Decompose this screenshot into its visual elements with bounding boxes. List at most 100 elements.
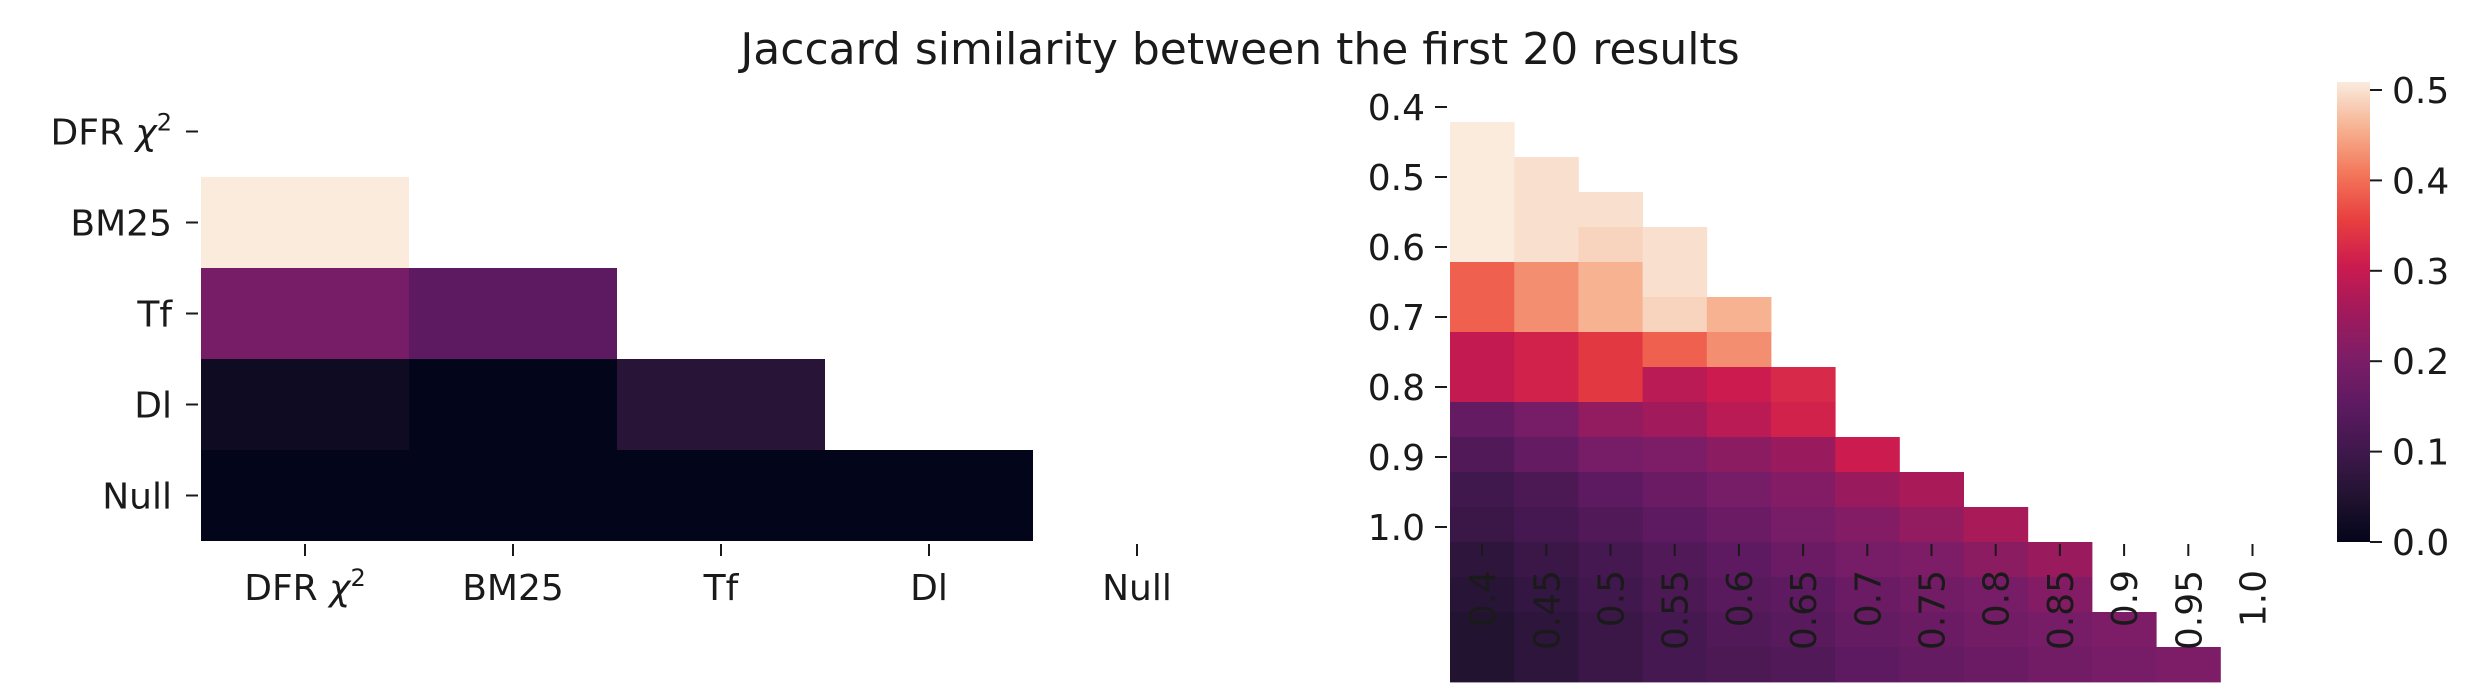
heatmap-cell <box>1450 157 1515 193</box>
heatmap-cell <box>1642 227 1708 263</box>
x-tick-label: 0.65 <box>1784 570 1825 650</box>
x-tick-label: 0.45 <box>1527 570 1568 650</box>
chart-title: Jaccard similarity between the first 20 … <box>737 24 1739 75</box>
y-tick-label: 0.9 <box>1368 438 1425 479</box>
heatmap-cell <box>1706 437 1772 473</box>
colorbar-tick-label: 0.2 <box>2392 342 2449 383</box>
heatmap-cell <box>1963 507 2029 543</box>
heatmap-cell <box>409 359 617 450</box>
heatmap-cell <box>1771 472 1836 508</box>
heatmap-cell <box>1514 157 1579 193</box>
heatmap-cell <box>1642 577 1708 613</box>
heatmap-cell <box>1642 437 1708 473</box>
heatmap-cell <box>825 450 1033 541</box>
heatmap-cell <box>1450 367 1515 403</box>
colorbar-tick-label: 0.3 <box>2392 252 2449 293</box>
heatmap-cell <box>1835 647 1900 683</box>
heatmap-cell <box>409 450 617 541</box>
x-tick-label: 0.6 <box>1720 570 1761 627</box>
heatmap-cell <box>1771 507 1836 543</box>
heatmap-cell <box>201 177 409 268</box>
y-tick-label: Tf <box>136 295 173 336</box>
x-tick-label: 0.5 <box>1592 570 1633 627</box>
heatmap-cell <box>1450 612 1515 648</box>
x-tick-label: 0.55 <box>1656 570 1697 650</box>
heatmap-cell <box>1514 402 1579 438</box>
heatmap-cell <box>1899 612 1964 648</box>
heatmap-cell <box>1578 262 1643 298</box>
heatmap-cell <box>1835 437 1900 473</box>
heatmap-cell <box>1514 297 1579 333</box>
heatmap-cell <box>1450 647 1515 683</box>
heatmap-cell <box>1706 332 1772 368</box>
heatmap-cell <box>1642 297 1708 333</box>
colorbar-tick-label: 0.0 <box>2392 523 2449 564</box>
heatmap-cell <box>1450 402 1515 438</box>
heatmap-cell <box>1899 507 1964 543</box>
heatmap-cell <box>2156 647 2221 683</box>
heatmap-cell <box>2092 647 2157 683</box>
heatmap-cell <box>1899 647 1964 683</box>
heatmap-cell <box>617 359 825 450</box>
heatmap-cell <box>1771 612 1836 648</box>
heatmap-cell <box>1578 612 1643 648</box>
x-tick-label: 1.0 <box>2234 570 2275 627</box>
heatmap-cell <box>1642 612 1708 648</box>
heatmap-cell <box>1514 472 1579 508</box>
heatmap-cell <box>1514 437 1579 473</box>
y-tick-label: 0.5 <box>1368 158 1425 199</box>
heatmap-cell <box>1963 612 2029 648</box>
heatmap-cell <box>1514 192 1579 228</box>
heatmap-cell <box>1642 647 1708 683</box>
heatmap-cell <box>1578 402 1643 438</box>
heatmap-cell <box>1514 367 1579 403</box>
heatmap-cell <box>409 268 617 359</box>
heatmap-cell <box>1578 577 1643 613</box>
heatmap-cell <box>1450 472 1515 508</box>
heatmap-cell <box>1578 647 1643 683</box>
heatmap-cell <box>1450 227 1515 263</box>
heatmap-cell <box>1835 472 1900 508</box>
heatmap-cell <box>1578 367 1643 403</box>
x-tick-label: 0.95 <box>2169 570 2210 650</box>
heatmap-cell <box>201 268 409 359</box>
heatmap-cell <box>1642 367 1708 403</box>
x-tick-label: DFR χ2 <box>244 564 365 609</box>
heatmap-cell <box>1899 577 1964 613</box>
heatmap-cell <box>201 359 409 450</box>
heatmap-cell <box>1578 297 1643 333</box>
heatmap-cell <box>1578 472 1643 508</box>
heatmap-cell <box>1706 367 1772 403</box>
heatmap-cell <box>1450 437 1515 473</box>
heatmap-cell <box>1450 262 1515 298</box>
heatmap-cell <box>1450 122 1515 158</box>
heatmap-cell <box>1899 472 1964 508</box>
heatmap-cell <box>1835 612 1900 648</box>
y-tick-label: 1.0 <box>1368 508 1425 549</box>
heatmap-cell <box>1963 647 2029 683</box>
x-tick-label: 0.85 <box>2041 570 2082 650</box>
heatmap-cell <box>1706 612 1772 648</box>
y-tick-label: Null <box>102 477 172 518</box>
y-tick-label: BM25 <box>70 204 172 245</box>
x-tick-label: 0.75 <box>1913 570 1954 650</box>
heatmap-cell <box>1963 577 2029 613</box>
colorbar-tick-label: 0.1 <box>2392 433 2449 474</box>
heatmap-cell <box>2027 577 2093 613</box>
heatmap-cell <box>1514 577 1579 613</box>
right-heatmap: 0.4 0.45 0.5 0.55 0.6 0.65 0.7 0.75 0.8 0.85 0.9 0.… <box>1368 88 2275 683</box>
heatmap-cell <box>1450 332 1515 368</box>
heatmap-cell <box>1706 577 1772 613</box>
x-tick-label: 0.7 <box>1848 570 1889 627</box>
x-tick-label: BM25 <box>462 568 564 609</box>
heatmap-cell <box>1450 297 1515 333</box>
heatmap-cell <box>2092 612 2157 648</box>
heatmap-cell <box>1771 577 1836 613</box>
heatmap-cell <box>1514 332 1579 368</box>
heatmap-cell <box>1642 402 1708 438</box>
heatmap-cell <box>1642 262 1708 298</box>
heatmap-cell <box>1771 402 1836 438</box>
heatmap-cell <box>1578 507 1643 543</box>
y-tick-label: Dl <box>134 386 172 427</box>
